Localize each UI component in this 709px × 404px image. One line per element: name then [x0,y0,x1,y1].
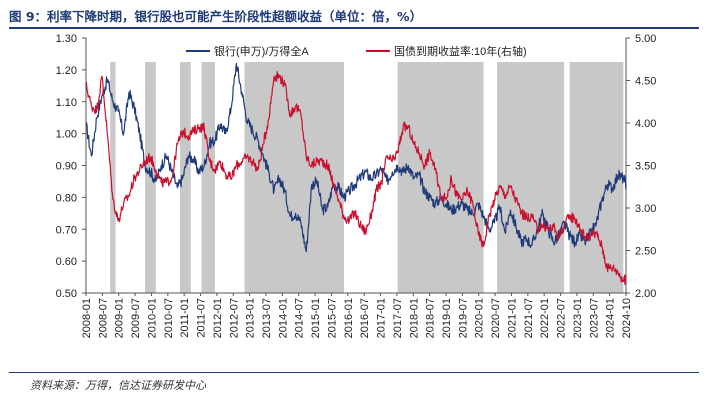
shaded-periods [110,62,624,293]
left-tick-label: 0.90 [56,161,77,173]
x-tick-label: 2008-07 [97,298,109,338]
x-tick-label: 2010-07 [163,298,175,338]
x-axis: 2008-01 2008-07 2009-01 2009-07 2010-01 2010-… [81,293,633,338]
x-tick-label: 2015-07 [326,298,338,338]
right-tick-label: 3.00 [635,203,656,215]
right-tick-label: 4.50 [635,76,656,88]
shaded-period [110,62,116,293]
left-tick-label: 0.80 [56,192,77,204]
x-tick-label: 2022-01 [539,298,551,338]
source-note: 资料来源：万得，信达证券研发中心 [30,379,206,392]
x-tick-label: 2017-07 [392,298,404,338]
left-tick-label: 1.30 [56,33,77,45]
right-tick-label: 4.00 [635,118,656,130]
footer-rule [9,372,699,373]
shaded-period [569,62,624,293]
shaded-period [201,62,215,293]
x-tick-label: 2021-07 [523,298,535,338]
x-tick-label: 2013-07 [261,298,273,338]
shaded-period [244,62,344,293]
left-tick-label: 0.70 [56,224,77,236]
legend-label: 国债到期收益率:10年(右轴) [394,44,527,58]
x-tick-label: 2012-07 [228,298,240,338]
left-tick-label: 1.10 [56,97,77,109]
left-tick-label: 0.60 [56,256,77,268]
x-tick-label: 2020-01 [474,298,486,338]
x-tick-label: 2020-07 [490,298,502,338]
figure-title: 图 9：利率下降时期，银行股也可能产生阶段性超额收益（单位：倍，%） [9,9,423,24]
series-line [85,71,627,285]
x-tick-label: 2023-07 [588,298,600,338]
x-tick-label: 2016-01 [343,298,355,338]
shaded-period [497,62,565,293]
x-tick-label: 2014-07 [294,298,306,338]
x-tick-label: 2009-07 [130,298,142,338]
shaded-period [180,62,191,293]
x-tick-label: 2019-01 [441,298,453,338]
x-tick-label: 2009-01 [114,298,126,338]
x-tick-label: 2014-01 [277,298,289,338]
legend-label: 银行(申万)/万得全A [214,44,309,58]
legend: 银行(申万)/万得全A 国债到期收益率:10年(右轴) [186,44,527,58]
x-tick-label: 2018-07 [425,298,437,338]
left-tick-label: 1.00 [56,129,77,141]
chart: 0.50 0.60 0.70 0.80 0.90 1.00 1.10 1.20 1.30 2.0… [56,33,657,338]
x-tick-label: 2021-01 [506,298,518,338]
left-tick-label: 1.20 [56,65,77,77]
x-tick-label: 2011-07 [196,298,208,338]
right-tick-label: 2.00 [635,288,656,300]
left-axis: 0.50 0.60 0.70 0.80 0.90 1.00 1.10 1.20 1.30 [56,33,86,300]
right-tick-label: 3.50 [635,161,656,173]
x-tick-label: 2013-01 [245,298,257,338]
x-tick-label: 2011-01 [179,298,191,338]
x-tick-label: 2015-01 [310,298,322,338]
x-tick-label: 2023-01 [572,298,584,338]
left-tick-label: 0.50 [56,288,77,300]
x-tick-label: 2016-07 [359,298,371,338]
x-tick-label: 2018-01 [408,298,420,338]
x-tick-label: 2024-10 [621,298,633,338]
x-tick-label: 2017-01 [376,298,388,338]
shaded-period [397,62,484,293]
right-axis: 2.00 2.50 3.00 3.50 4.00 4.50 5.00 [626,33,656,300]
x-tick-label: 2019-07 [457,298,469,338]
x-tick-label: 2010-01 [146,298,158,338]
title-rule [9,27,699,29]
x-tick-label: 2008-01 [81,298,93,338]
x-tick-label: 2024-01 [605,298,617,338]
x-tick-label: 2012-01 [212,298,224,338]
right-tick-label: 2.50 [635,246,656,258]
x-tick-label: 2022-07 [556,298,568,338]
series-lines [85,62,627,285]
right-tick-label: 5.00 [635,33,656,45]
